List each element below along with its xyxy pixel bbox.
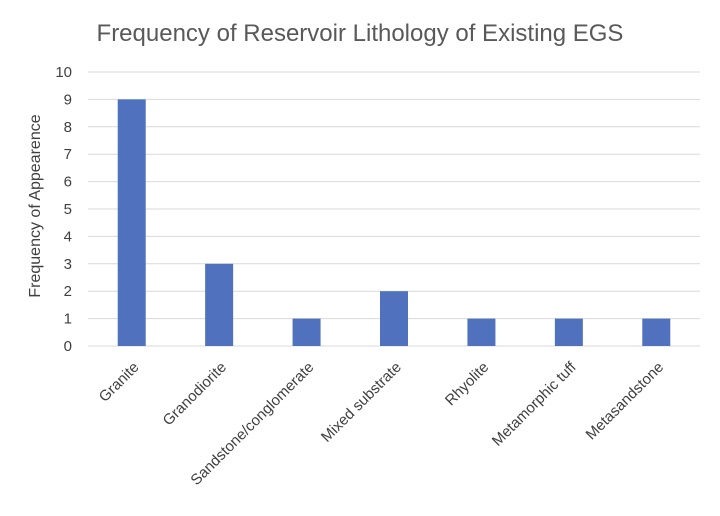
- x-tick-label: Granite: [96, 359, 143, 406]
- x-axis-ticks: Granite GranodioriteSandstone/conglomerat…: [96, 358, 667, 489]
- chart-title: Frequency of Reservoir Lithology of Exis…: [97, 20, 624, 47]
- bar-sandstone-conglomerate: [292, 318, 321, 346]
- bar-metasandstone: [642, 318, 671, 346]
- y-tick-label: 5: [64, 201, 72, 218]
- bar-mixed-substrate: [380, 291, 408, 346]
- y-tick-label: 8: [64, 119, 72, 136]
- y-axis-ticks: 0 1 2 3 4 5 6 7 8 9 10: [55, 64, 72, 355]
- bar-metamorphic-tuff: [554, 318, 583, 346]
- y-tick-label: 4: [64, 228, 72, 245]
- bar-granodiorite: [205, 263, 234, 346]
- y-tick-label: 7: [64, 146, 72, 163]
- bar-rhyolite: [467, 318, 496, 346]
- bar-granite: [117, 99, 146, 347]
- y-tick-label: 0: [64, 338, 72, 355]
- x-tick-label: Metamorphic tuff: [489, 358, 580, 449]
- x-tick-label: Rhyolite: [442, 359, 492, 409]
- y-tick-label: 1: [64, 311, 72, 328]
- gridlines: [88, 71, 700, 347]
- x-tick-label: Granodiorite: [160, 359, 230, 429]
- y-tick-label: 6: [64, 174, 72, 191]
- bars: [117, 99, 671, 347]
- y-axis-label: Frequency of Appearence: [27, 114, 44, 297]
- x-tick-label: Mixed substrate: [318, 359, 405, 446]
- x-tick-label: Metasandstone: [583, 359, 668, 444]
- y-tick-label: 10: [55, 64, 72, 81]
- y-tick-label: 2: [64, 283, 72, 300]
- y-tick-label: 3: [64, 256, 72, 273]
- y-tick-label: 9: [64, 91, 72, 108]
